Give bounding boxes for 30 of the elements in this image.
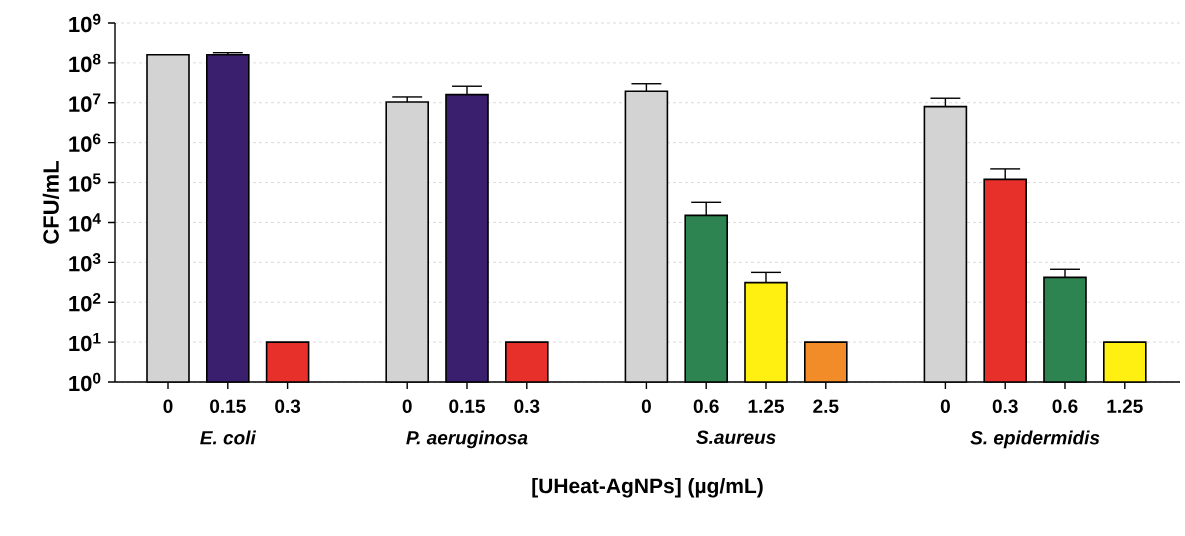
x-tick-label: 0.15 (449, 399, 485, 413)
x-tick-label: 0.15 (210, 399, 246, 413)
x-tick-label: 0.3 (275, 399, 301, 414)
y-tick-label: 10$^{0}$ (69, 372, 101, 392)
text: P. aeruginosa (406, 430, 528, 449)
y-tick-label: 10$^{2}$ (69, 292, 101, 312)
x-tick-label: 2.5 (813, 399, 839, 413)
y-tick-label: 10$^{8}$ (69, 53, 101, 73)
y-tick-label: 10$^{5}$ (69, 173, 101, 192)
y-axis-title: CFU/mL (42, 161, 60, 244)
x-tick-label: 0.3 (992, 399, 1018, 414)
x-tick-label: 0 (940, 399, 950, 413)
y-tick-label: 10$^{1}$ (69, 332, 101, 352)
x-tick-label: 0 (163, 399, 173, 413)
text: S. epidermidis (970, 430, 1100, 449)
x-tick-label: 0 (402, 399, 412, 413)
y-tick-label: 10$^{6}$ (69, 133, 101, 152)
x-tick-label: 0.3 (514, 399, 540, 414)
y-tick-label: 10$^{9}$ (69, 13, 101, 33)
text: S.aureus (696, 430, 776, 444)
y-tick-label: 10$^{7}$ (69, 93, 101, 112)
x-tick-label: 0 (641, 399, 651, 413)
x-axis-title: [UHeat-AgNPs] (µg/mL) (532, 477, 763, 498)
y-tick-label: 10$^{3}$ (69, 253, 101, 272)
x-tick-label: 1.25 (748, 399, 784, 413)
x-tick-label: 1.25 (1107, 399, 1143, 413)
y-tick-label: 10$^{4}$ (69, 213, 101, 232)
x-tick-label: 0.6 (1052, 399, 1078, 413)
x-tick-label: 0.6 (693, 399, 719, 413)
text: E. coli (200, 430, 257, 445)
